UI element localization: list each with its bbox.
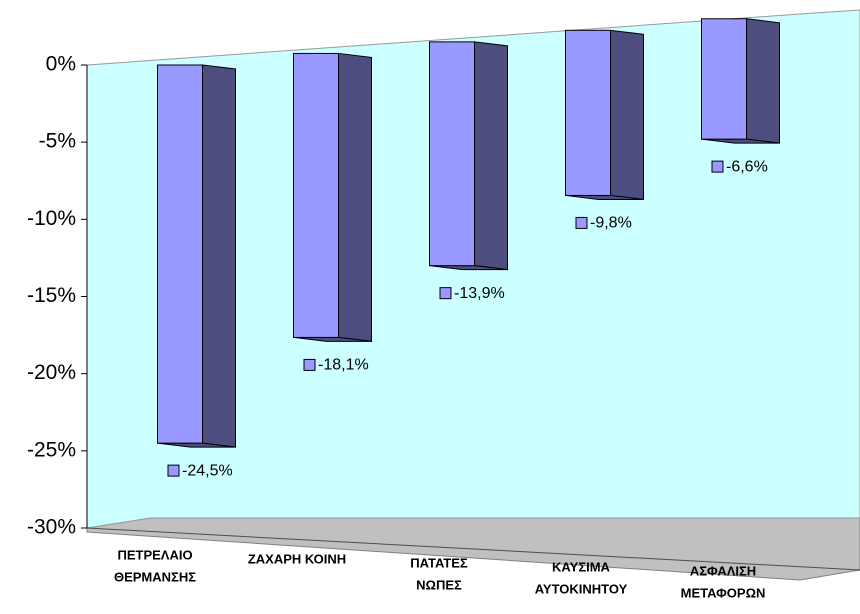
bar — [565, 29, 611, 196]
y-tick-label: -20% — [27, 361, 76, 384]
label-marker — [167, 464, 180, 477]
y-tick-label: -15% — [27, 284, 76, 307]
y-tick-label: -30% — [27, 516, 76, 539]
x-axis — [86, 527, 860, 571]
bar-side — [746, 18, 780, 144]
y-tick-label: 0% — [46, 53, 76, 76]
value-label: -9,8% — [590, 215, 632, 232]
x-tick-label: ΑΥΤΟΚΙΝΗΤΟΥ — [535, 581, 628, 596]
bar-side — [474, 41, 508, 271]
label-marker — [711, 160, 724, 173]
bar — [293, 52, 339, 338]
value-label: -18,1% — [318, 357, 369, 374]
bar — [701, 18, 747, 140]
bar — [429, 41, 475, 267]
bar-side — [610, 29, 644, 201]
label-marker — [439, 287, 452, 300]
x-tick-label: ΖΑΧΑΡΗ ΚΟΙΝΗ — [248, 551, 346, 566]
bar-side — [338, 52, 372, 342]
x-tick-label: ΑΣΦΑΛΙΣΗ — [690, 563, 756, 578]
y-tick-label: -5% — [39, 130, 76, 153]
x-tick-label: ΝΩΠΕΣ — [416, 577, 462, 592]
x-tick-label: ΠΑΤΑΤΕΣ — [410, 555, 468, 570]
value-label: -13,9% — [454, 285, 505, 302]
x-tick-label: ΜΕΤΑΦΟΡΩΝ — [681, 585, 766, 600]
label-marker — [575, 216, 588, 229]
x-tick-label: ΚΑΥΣΙΜΑ — [552, 559, 611, 574]
x-tick-label: ΘΕΡΜΑΝΣΗΣ — [114, 569, 196, 584]
bar-side — [202, 64, 236, 448]
label-marker — [303, 358, 316, 371]
x-tick-label: ΠΕΤΡΕΛΑΙΟ — [117, 547, 192, 562]
value-label: -6,6% — [726, 158, 768, 175]
y-tick-label: -10% — [27, 207, 76, 230]
y-tick-label: -25% — [27, 438, 76, 461]
value-label: -24,5% — [182, 462, 233, 479]
bar — [157, 64, 203, 444]
